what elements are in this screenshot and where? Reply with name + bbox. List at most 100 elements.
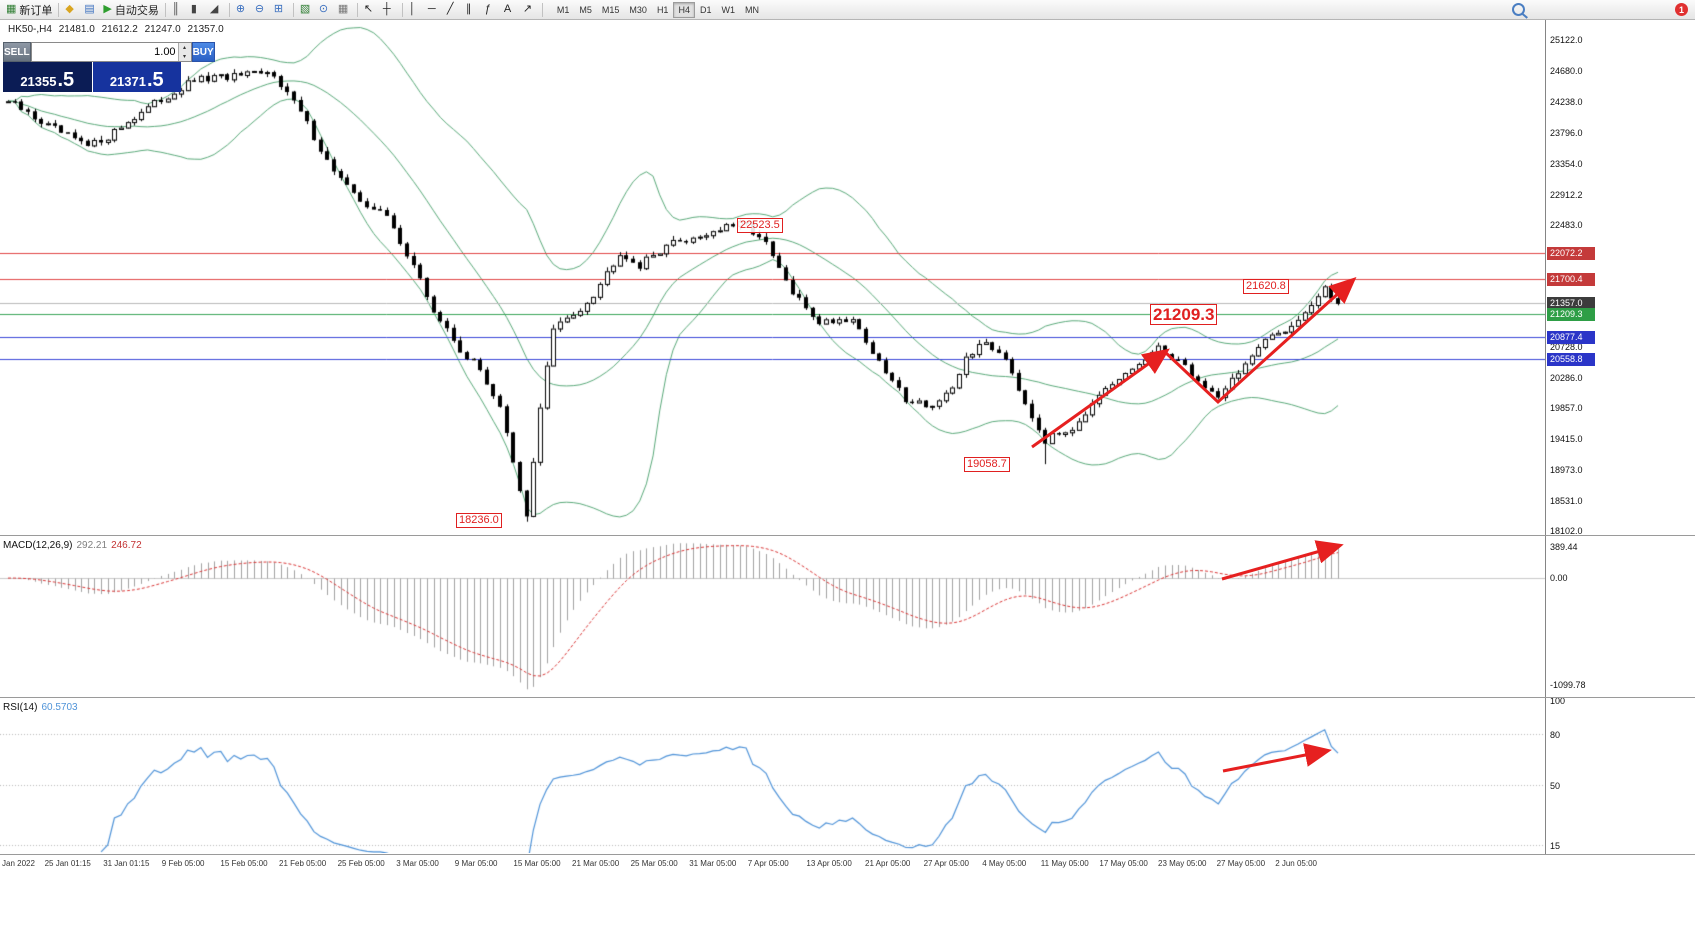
time-axis-label: 23 May 05:00 [1158,859,1207,868]
new-chart-icon[interactable]: ▧ [297,1,316,18]
channel-icon[interactable]: ∥ [463,1,482,18]
price-axis-tick: 23354.0 [1550,158,1583,169]
candlestick-chart-icon[interactable]: ▮ [188,1,207,18]
fibonacci-icon[interactable]: ƒ [482,1,501,18]
main-toolbar: ▦ 新订单 ◆ ▤ ▶ 自动交易 ║ ▮ ◢ ⊕ ⊖ ⊞ ▧ ⊙ ▦ ↖ ┼ │ ─ ╱ ∥ ƒ A ↗ M1 M5 M15 M30… [0,0,1695,20]
vertical-line-icon[interactable]: │ [406,1,425,18]
market-watch-icon[interactable]: ▤ [81,1,100,18]
buy-button[interactable]: BUY [191,42,215,62]
scripts-icon: ◆ [65,3,74,15]
timeframe-h4[interactable]: H4 [673,1,695,18]
price-annotation: 19058.7 [964,457,1010,472]
close-value: 21357.0 [187,24,224,35]
trendline-icon: ╱ [446,3,454,15]
time-axis-label: 15 Feb 05:00 [220,859,268,868]
macd-signal-value: 246.72 [111,540,142,551]
scripts-icon[interactable]: ◆ [62,1,81,18]
cursor-icon[interactable]: ↖ [361,1,380,18]
rsi-indicator-label: RSI(14) 60.5703 [3,702,78,713]
channel-icon: ∥ [465,3,472,15]
vertical-line-icon: │ [408,3,416,15]
toolbar-button-label: 新订单 [19,4,53,17]
timeframe-w1[interactable]: W1 [716,2,740,18]
toolbar-separator [58,2,60,17]
period-icon[interactable]: ⊙ [316,1,335,18]
timeframe-d1[interactable]: D1 [695,2,717,18]
rsi-axis-tick: 50 [1550,781,1561,791]
bar-chart-icon: ║ [171,3,180,15]
sell-button[interactable]: SELL [3,42,31,62]
price-annotation: 21209.3 [1150,304,1218,325]
toolbar-separator [541,2,543,17]
arrows-tool-icon[interactable]: ↗ [520,1,539,18]
price-pip-digits: .5 [57,69,75,91]
search-icon[interactable] [1512,3,1525,16]
time-axis-label: 13 Apr 05:00 [806,859,852,868]
price-axis[interactable]: 389.44 0.00 -1099.78 25122.0 24680.0 24238… [1545,20,1695,854]
fibonacci-icon: ƒ [484,3,491,15]
tile-windows-icon[interactable]: ⊞ [271,1,290,18]
arrows-tool-icon: ↗ [522,3,533,15]
volume-increase-button[interactable]: ▴ [177,43,191,52]
macd-panel-canvas[interactable] [0,538,1545,696]
price-axis-tick: 18531.0 [1550,496,1583,507]
timeframe-m1[interactable]: M1 [552,2,575,18]
price-axis-tick: 19857.0 [1550,403,1583,414]
zoom-out-icon[interactable]: ⊖ [252,1,271,18]
notification-badge[interactable]: 1 [1675,3,1688,16]
new-order-button[interactable]: ▦ 新订单 [3,1,55,18]
macd-axis-max: 389.44 [1550,542,1578,552]
price-axis-tick: 18973.0 [1550,465,1583,476]
toolbar-separator [292,2,294,17]
volume-stepper: ▴ ▾ [30,42,192,62]
timeframe-m5[interactable]: M5 [574,2,597,18]
volume-input[interactable] [31,43,178,61]
text-icon[interactable]: A [501,1,520,18]
macd-indicator-label: MACD(12,26,9) 292.21 246.72 [3,540,142,551]
time-axis-label: 31 Mar 05:00 [689,859,737,868]
toolbar-right-group: 1 [1512,3,1692,16]
bar-chart-icon[interactable]: ║ [169,1,188,18]
time-axis-label: 2 Jun 05:00 [1275,859,1317,868]
toolbar-separator [356,2,358,17]
horizontal-line-icon[interactable]: ─ [425,1,444,18]
chart-ohlc-header: HK50-,H4 21481.0 21612.2 21247.0 21357.0 [8,24,228,35]
price-axis-tick: 22912.2 [1550,189,1583,200]
chart-window: HK50-,H4 21481.0 21612.2 21247.0 21357.0… [0,20,1695,939]
crosshair-icon[interactable]: ┼ [380,1,399,18]
time-axis-label: 21 Mar 05:00 [572,859,620,868]
rsi-panel-canvas[interactable] [0,700,1545,853]
price-axis-tick: 22483.0 [1550,219,1583,230]
zoom-out-icon: ⊖ [254,3,265,15]
autotrading-button[interactable]: ▶ 自动交易 [100,1,161,18]
panel-splitter[interactable] [0,535,1695,536]
sell-price[interactable]: 21355.5 [3,62,92,92]
time-axis-label: 31 Jan 01:15 [103,859,150,868]
tile-windows-icon: ⊞ [273,3,284,15]
new-order-icon: ▦ [6,3,17,15]
price-axis-tag: 21209.3 [1547,307,1595,321]
macd-axis-min: -1099.78 [1550,680,1586,690]
template-icon[interactable]: ▦ [335,1,354,18]
timeframe-m15[interactable]: M15 [597,2,625,18]
timeframe-m30[interactable]: M30 [624,2,652,18]
timeframe-h1[interactable]: H1 [652,2,674,18]
buy-price[interactable]: 21371.5 [92,62,181,92]
time-axis[interactable]: Jan 2022 25 Jan 01:15 31 Jan 01:15 9 Feb 05… [0,857,1695,873]
price-main-digits: 21371 [109,74,146,89]
time-axis-label: 27 May 05:00 [1216,859,1266,868]
toolbar-buttons-group: ▦ 新订单 ◆ ▤ ▶ 自动交易 ║ ▮ ◢ ⊕ ⊖ ⊞ ▧ ⊙ ▦ ↖ ┼ │ ─ ╱ ∥ ƒ A ↗ [3,0,546,19]
timeframe-mn[interactable]: MN [740,2,764,18]
panel-splitter[interactable] [0,854,1695,855]
trendline-icon[interactable]: ╱ [444,1,463,18]
panel-splitter[interactable] [0,697,1695,698]
time-axis-label: 25 Feb 05:00 [337,859,385,868]
symbol-period-label: HK50-,H4 [8,24,52,35]
volume-decrease-button[interactable]: ▾ [177,52,191,61]
price-chart-canvas[interactable] [0,20,1545,534]
zoom-in-icon[interactable]: ⊕ [233,1,252,18]
price-axis-tick: 25122.0 [1550,35,1583,46]
macd-axis-zero: 0.00 [1550,573,1568,584]
line-chart-icon[interactable]: ◢ [207,1,226,18]
rsi-axis-tick: 15 [1550,840,1561,851]
